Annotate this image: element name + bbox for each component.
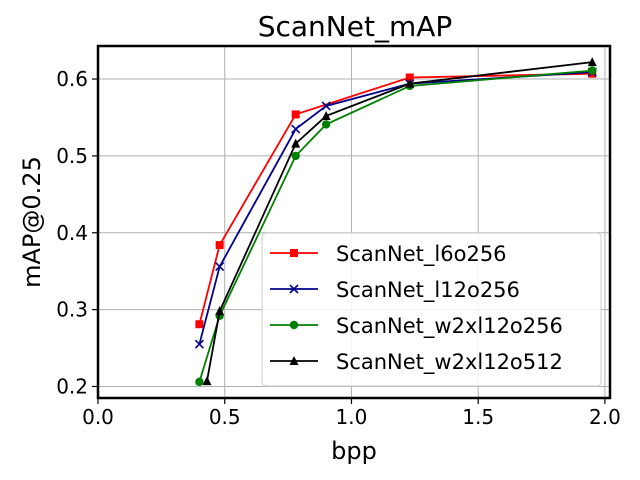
- y-axis-label: mAP@0.25: [18, 156, 46, 288]
- series-4: [202, 57, 597, 386]
- y-tick-label: 0.6: [56, 67, 88, 91]
- legend-marker: [289, 284, 299, 294]
- legend-entry: ScanNet_w2xl12o512: [270, 350, 563, 375]
- y-tick-label: 0.2: [56, 374, 88, 398]
- y-tick-label: 0.4: [56, 221, 88, 245]
- series-line: [198, 71, 593, 345]
- legend-marker: [289, 320, 299, 330]
- plot-frame: [96, 44, 612, 400]
- series-layer: [194, 57, 597, 387]
- data-point: [405, 73, 414, 82]
- legend-box: [261, 232, 602, 387]
- x-tick-label: 1.5: [462, 405, 494, 429]
- data-point: [291, 138, 301, 148]
- data-point: [215, 262, 225, 272]
- data-point: [291, 124, 301, 134]
- x-tick-label: 0.5: [209, 405, 241, 429]
- x-marker-stroke: [291, 124, 301, 134]
- x-marker-stroke: [215, 262, 225, 272]
- data-point: [195, 320, 204, 329]
- legend: ScanNet_l6o256 ScanNet_l12o256 ScanNet_w2x…: [261, 232, 602, 387]
- chart-title: ScanNet_mAP: [258, 10, 453, 43]
- data-point: [405, 78, 415, 88]
- data-point: [321, 101, 331, 111]
- data-point: [202, 376, 212, 386]
- x-axis-label: bpp: [331, 437, 377, 465]
- legend-label: ScanNet_w2xl12o512: [336, 350, 563, 375]
- y-tick-label: 0.5: [56, 144, 88, 168]
- data-point: [215, 241, 224, 250]
- legend-label: ScanNet_l6o256: [336, 242, 507, 267]
- x-tick-label: 0.0: [82, 405, 114, 429]
- data-point: [291, 110, 300, 119]
- x-marker-stroke: [321, 101, 331, 111]
- legend-label: ScanNet_w2xl12o256: [336, 314, 563, 339]
- legend-label: ScanNet_l12o256: [336, 278, 520, 303]
- x-marker-stroke: [194, 339, 204, 349]
- data-point: [291, 151, 300, 161]
- data-point: [321, 120, 331, 129]
- legend-entry: ScanNet_l6o256: [270, 242, 507, 267]
- legend-entry: ScanNet_l12o256: [270, 278, 520, 303]
- legend-entry: ScanNet_w2xl12o256: [270, 314, 563, 339]
- x-tick-label: 2.0: [589, 405, 621, 429]
- data-point: [194, 339, 204, 349]
- data-point: [195, 377, 204, 387]
- series-line: [206, 61, 593, 382]
- ticks: 0.0 0.5 1.0 1.5 2.0 0.2 0.3 0.4 0.5 0.6: [56, 67, 621, 429]
- data-point: [215, 306, 225, 316]
- legend-marker: [289, 356, 299, 365]
- data-point: [588, 66, 597, 75]
- x-marker-stroke: [289, 284, 299, 294]
- data-point: [321, 110, 331, 120]
- legend-marker: [290, 249, 298, 257]
- data-point: [587, 57, 597, 67]
- x-tick-label: 1.0: [336, 405, 368, 429]
- y-tick-label: 0.3: [56, 298, 88, 322]
